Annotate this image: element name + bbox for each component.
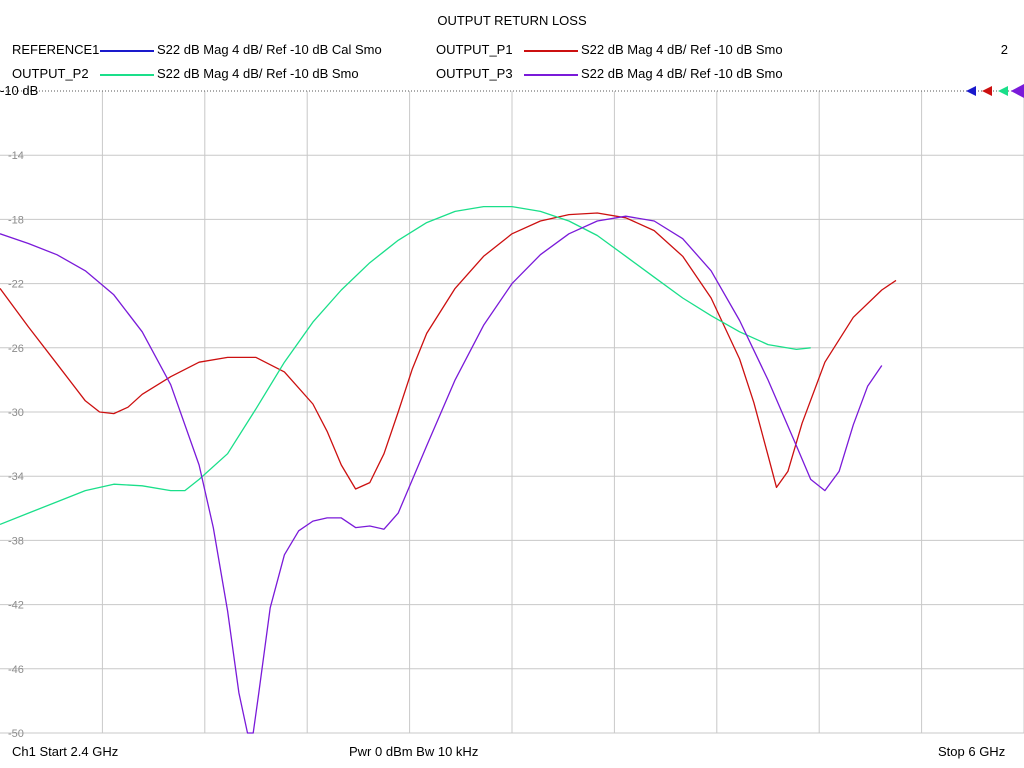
legend-name: OUTPUT_P2 [12, 66, 89, 81]
legend-swatch [524, 74, 578, 76]
legend-name: OUTPUT_P1 [436, 42, 513, 57]
series-line-output-p3 [0, 215, 883, 734]
reference-marker [1010, 84, 1024, 98]
reference-marker [966, 86, 976, 96]
y-tick-label: -38 [8, 535, 24, 547]
legend-desc: S22 dB Mag 4 dB/ Ref -10 dB Smo [581, 66, 783, 81]
y-tick-label: -22 [8, 279, 24, 291]
reference-label: -10 dB [0, 83, 38, 98]
legend-desc: S22 dB Mag 4 dB/ Ref -10 dB Cal Smo [157, 42, 382, 57]
footer-power-bandwidth: Pwr 0 dBm Bw 10 kHz [349, 744, 479, 759]
footer-stop: Stop 6 GHz [938, 744, 1006, 759]
reference-marker [982, 86, 992, 96]
legend-desc: S22 dB Mag 4 dB/ Ref -10 dB Smo [581, 42, 783, 57]
y-tick-label: -34 [8, 471, 24, 483]
y-tick-label: -14 [8, 150, 24, 162]
series-line-output-p2 [0, 205, 811, 526]
channel-number: 2 [1000, 42, 1008, 57]
chart-title: OUTPUT RETURN LOSS [437, 13, 587, 28]
y-tick-label: -30 [8, 407, 24, 419]
y-tick-label: -18 [8, 214, 24, 226]
footer-start: Ch1 Start 2.4 GHz [12, 744, 119, 759]
y-tick-label: -46 [8, 664, 24, 676]
legend-row-1: REFERENCE1 S22 dB Mag 4 dB/ Ref -10 dB C… [0, 42, 1024, 62]
legend-row-2: OUTPUT_P2 S22 dB Mag 4 dB/ Ref -10 dB Sm… [0, 66, 1024, 86]
legend-desc: S22 dB Mag 4 dB/ Ref -10 dB Smo [157, 66, 359, 81]
legend-swatch [100, 74, 154, 76]
y-tick-label: -50 [8, 728, 24, 740]
legend-name: REFERENCE1 [12, 42, 100, 57]
reference-marker [998, 86, 1008, 96]
series-line-output-p1 [0, 212, 897, 490]
legend-swatch [524, 50, 578, 52]
legend-name: OUTPUT_P3 [436, 66, 513, 81]
legend-swatch [100, 50, 154, 52]
y-tick-label: -26 [8, 343, 24, 355]
y-tick-label: -42 [8, 600, 24, 612]
